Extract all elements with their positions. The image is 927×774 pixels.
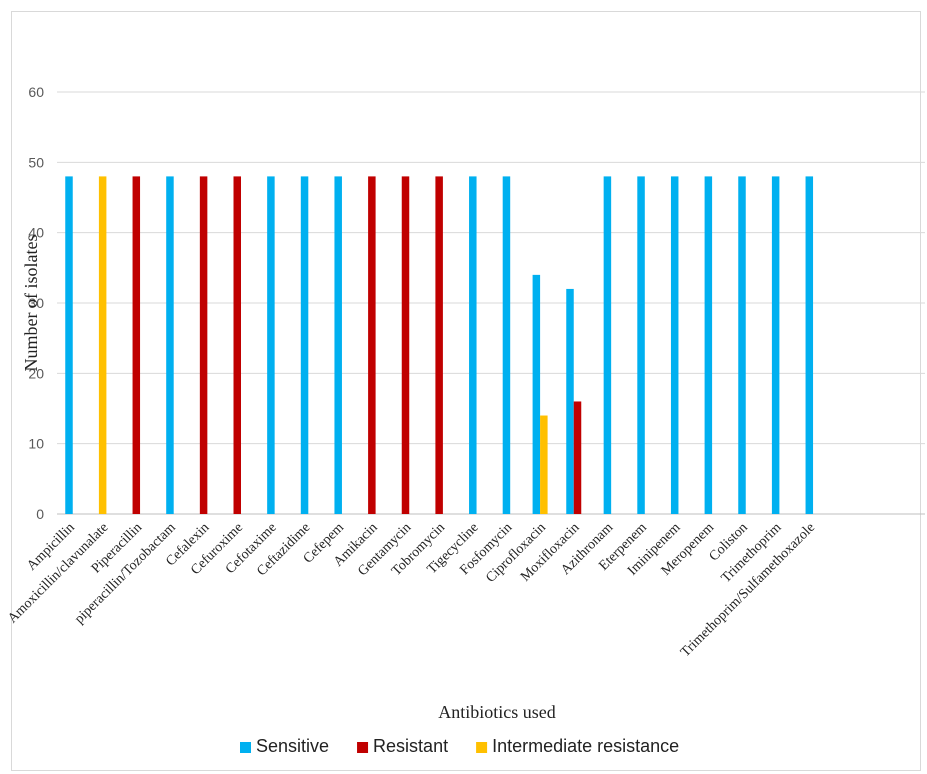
bar-resistant	[435, 176, 443, 514]
bar-sensitive	[502, 176, 511, 514]
bar-intermediate-resistance	[540, 415, 548, 514]
y-tick-labels: 0 10 20 30 40 50 60	[28, 84, 44, 522]
y-tick-label: 0	[36, 506, 44, 522]
legend-swatch	[357, 742, 369, 753]
bar-resistant	[401, 176, 410, 514]
legend-swatch	[476, 742, 488, 753]
bar-sensitive	[300, 176, 309, 514]
y-tick-label: 10	[28, 436, 44, 452]
y-tick-label: 30	[28, 295, 44, 311]
bar-sensitive	[334, 176, 342, 514]
bar-sensitive	[637, 176, 645, 514]
bar-sensitive	[805, 176, 814, 514]
gridlines	[57, 91, 925, 515]
y-tick-label: 60	[28, 84, 44, 100]
bar-sensitive	[704, 176, 713, 514]
y-axis-title: Number of isolates	[21, 235, 41, 372]
legend-label: Sensitive	[256, 736, 329, 756]
legend-label: Resistant	[373, 736, 448, 756]
chart-frame	[11, 11, 921, 771]
bar-resistant	[573, 401, 582, 514]
bar-resistant	[199, 176, 208, 514]
y-tick-label: 20	[28, 365, 44, 381]
bar-resistant	[233, 176, 241, 514]
bar-sensitive	[603, 176, 612, 514]
bar-sensitive	[532, 274, 541, 514]
bar-sensitive	[738, 176, 746, 514]
legend: Sensitive Resistant Intermediate resistanc…	[240, 736, 679, 756]
bar-sensitive	[267, 176, 275, 514]
bar-intermediate-resistance	[98, 176, 107, 514]
bar-sensitive	[166, 176, 174, 514]
y-tick-label: 50	[28, 154, 44, 170]
bar-sensitive	[469, 176, 477, 514]
bar-sensitive	[65, 176, 73, 514]
bar-sensitive	[771, 176, 780, 514]
bar-sensitive	[566, 288, 574, 514]
bar-resistant	[368, 176, 376, 514]
x-axis-title: Antibiotics used	[438, 702, 556, 722]
bar-sensitive	[670, 176, 679, 514]
y-tick-label: 40	[28, 225, 44, 241]
bar-resistant	[132, 176, 141, 514]
x-tick-labels: AmpicillinAmoxicillin/clavunalatePiperac…	[5, 520, 818, 660]
legend-swatch	[240, 742, 251, 753]
legend-label: Intermediate resistance	[492, 736, 679, 756]
bars	[65, 176, 814, 514]
